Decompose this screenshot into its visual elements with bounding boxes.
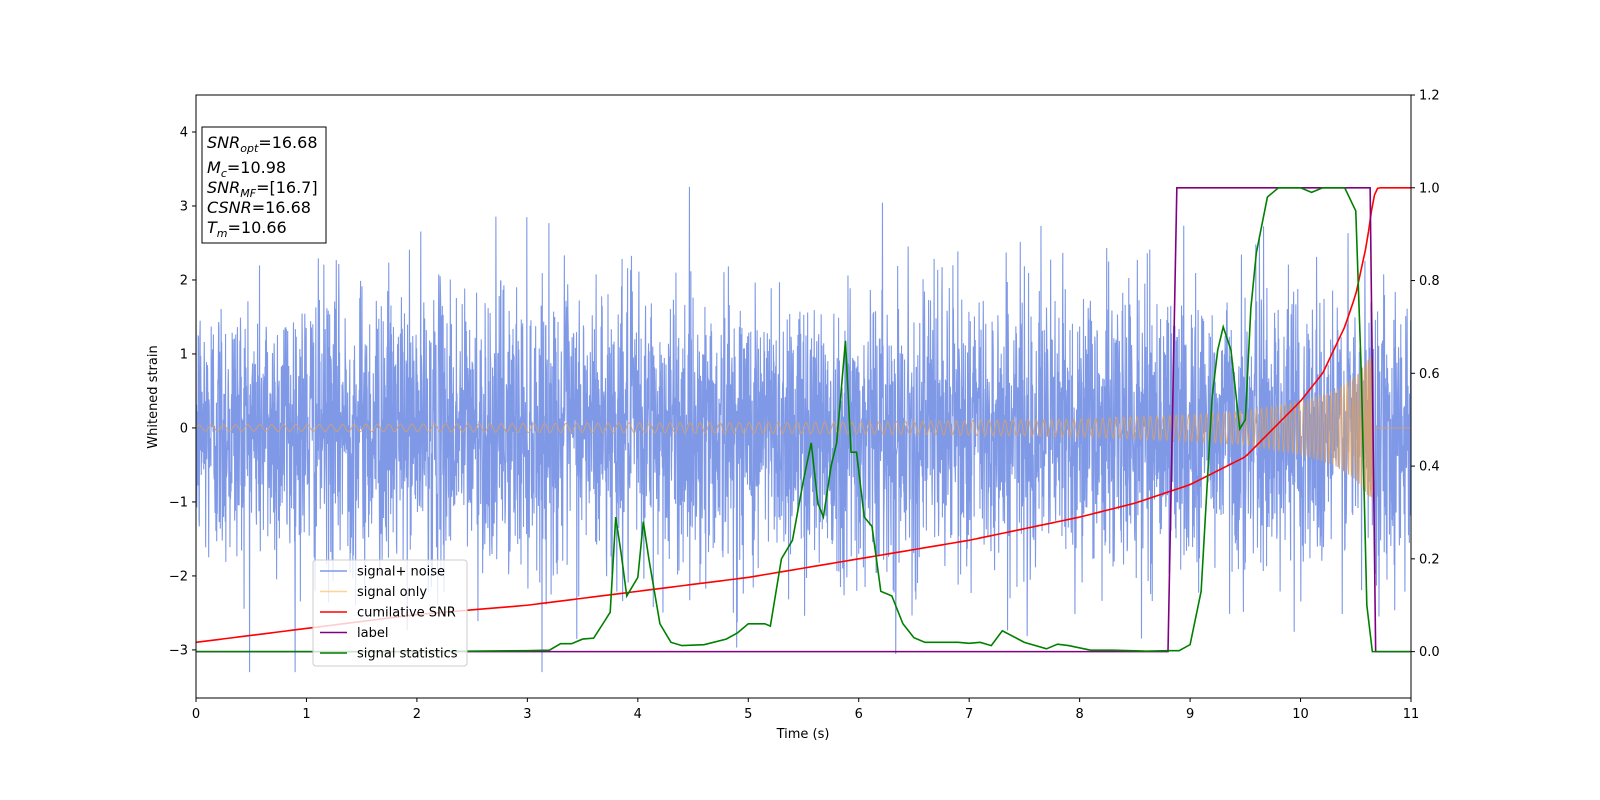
info-mc-subscript: c [221, 167, 227, 180]
y-left-tick-label: 0 [180, 421, 188, 436]
x-axis-label: Time (s) [776, 727, 830, 742]
y-right-tick-label: 0.8 [1419, 274, 1440, 289]
y-right-tick-label: 0.2 [1419, 552, 1440, 567]
y-left-tick-label: 2 [180, 273, 188, 288]
x-tick-label: 5 [744, 707, 752, 722]
y-left-tick-label: −1 [169, 495, 188, 510]
info-snr-mf-value: =[16.7] [256, 178, 318, 197]
legend-label: signal statistics [357, 647, 458, 662]
axes: 0 1 2 3 4 5 6 7 8 9 10 11 −3 −2 −1 0 1 2 3 4 0.0 0.2 0.4 0.6 0.8… [169, 89, 1440, 723]
x-tick-label: 8 [1075, 707, 1083, 722]
info-snr-opt: SNRopt=16.68 [207, 133, 318, 155]
info-snr-opt-value: =16.68 [258, 133, 317, 152]
legend-label: cumilative SNR [357, 606, 456, 621]
y-right-tick-label: 0.6 [1419, 367, 1440, 382]
series-line-signal-only [196, 356, 1411, 502]
x-tick-label: 2 [413, 707, 421, 722]
x-tick-label: 7 [965, 707, 973, 722]
x-tick-label: 10 [1292, 707, 1309, 722]
y-left-tick-label: −3 [169, 643, 188, 658]
legend-frame [312, 559, 468, 667]
y-axis-label: Whitened strain [146, 345, 161, 448]
info-csnr: CSNR=16.68 [207, 198, 311, 217]
y-left-tick-label: 3 [180, 199, 188, 214]
legend-label: label [357, 626, 388, 641]
y-left-tick-label: 4 [180, 125, 188, 140]
x-tick-label: 11 [1403, 707, 1420, 722]
info-tm-symbol: T [207, 218, 218, 237]
x-tick-label: 9 [1186, 707, 1194, 722]
y-left-tick-label: −2 [169, 569, 188, 584]
info-csnr-value: =16.68 [252, 198, 311, 217]
info-box: SNRopt=16.68 Mc=10.98 SNRMF=[16.7] CSNR=… [201, 126, 327, 244]
info-snr-mf-symbol: SNR [207, 178, 240, 197]
x-tick-label: 4 [634, 707, 642, 722]
info-tm-value: =10.66 [228, 218, 287, 237]
info-mc-symbol: M [207, 158, 221, 177]
info-box-frame [201, 126, 327, 244]
y-right-tick-label: 1.2 [1419, 89, 1440, 104]
legend-label: signal+ noise [357, 565, 445, 580]
x-tick-label: 0 [192, 707, 200, 722]
info-mc: Mc=10.98 [207, 158, 286, 180]
info-tm-subscript: m [217, 227, 228, 240]
y-right-tick-label: 0.0 [1419, 645, 1440, 660]
info-snr-mf: SNRMF=[16.7] [207, 178, 318, 200]
y-right-tick-label: 0.4 [1419, 460, 1440, 475]
y-left-tick-label: 1 [180, 347, 188, 362]
x-tick-label: 6 [855, 707, 863, 722]
legend-label: signal only [357, 585, 427, 600]
series-line-signal-statistics [196, 186, 1411, 653]
info-csnr-symbol: CSNR [207, 198, 252, 217]
x-tick-label: 1 [302, 707, 310, 722]
info-snr-opt-subscript: opt [240, 142, 259, 155]
y-right-tick-label: 1.0 [1419, 181, 1440, 196]
x-tick-label: 3 [523, 707, 531, 722]
info-snr-opt-symbol: SNR [207, 133, 240, 152]
info-snr-mf-subscript: MF [240, 187, 256, 200]
info-mc-value: =10.98 [227, 158, 286, 177]
legend: signal+ noise signal only cumilative SNR la… [312, 559, 468, 667]
axes-frame [195, 94, 1412, 699]
info-tm: Tm=10.66 [207, 218, 287, 240]
